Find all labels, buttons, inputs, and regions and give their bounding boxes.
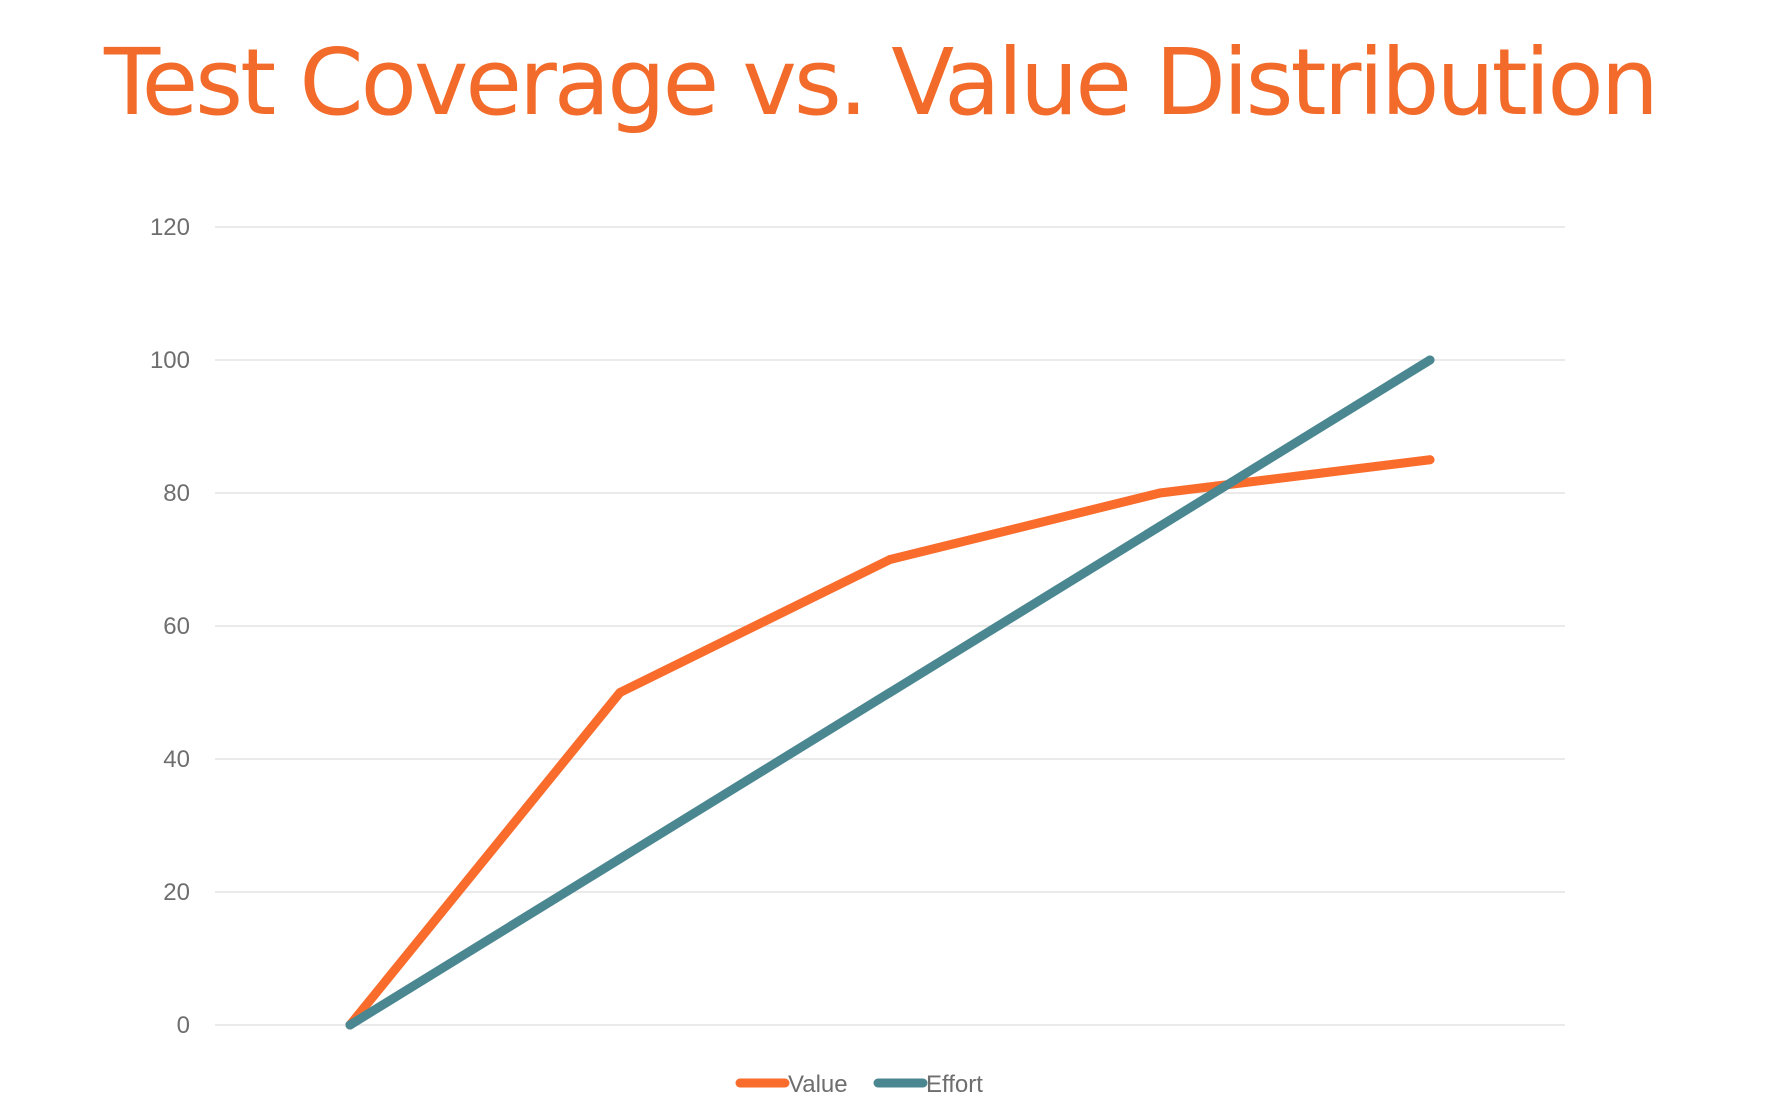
legend-label-effort: Effort [926,1071,983,1098]
data-point-value [1425,455,1435,465]
legend-label-value: Value [788,1071,848,1098]
gridlines [215,226,1565,1026]
y-tick-label: 120 [150,214,190,241]
y-tick-label: 40 [163,746,190,773]
data-point-effort [1425,355,1435,365]
data-point-value [885,555,895,564]
data-point-value [1155,488,1165,498]
series-line-value [345,455,1435,1030]
data-point-effort [345,1020,355,1030]
y-tick-label: 0 [177,1012,190,1039]
chart-title: Test Coverage vs. Value Distribution [104,29,1659,136]
data-point-effort [885,688,895,697]
data-point-effort [1155,521,1165,531]
y-tick-label: 100 [150,347,190,374]
y-tick-label: 60 [163,613,190,640]
y-axis-tick-labels: 0 20 40 60 80 100 120 [150,214,190,1039]
y-tick-label: 80 [163,480,190,507]
data-point-value [615,688,625,697]
data-point-effort [615,854,625,864]
legend: Value Effort [735,1071,983,1098]
y-tick-label: 20 [163,879,190,906]
series-lines [345,355,1435,1030]
